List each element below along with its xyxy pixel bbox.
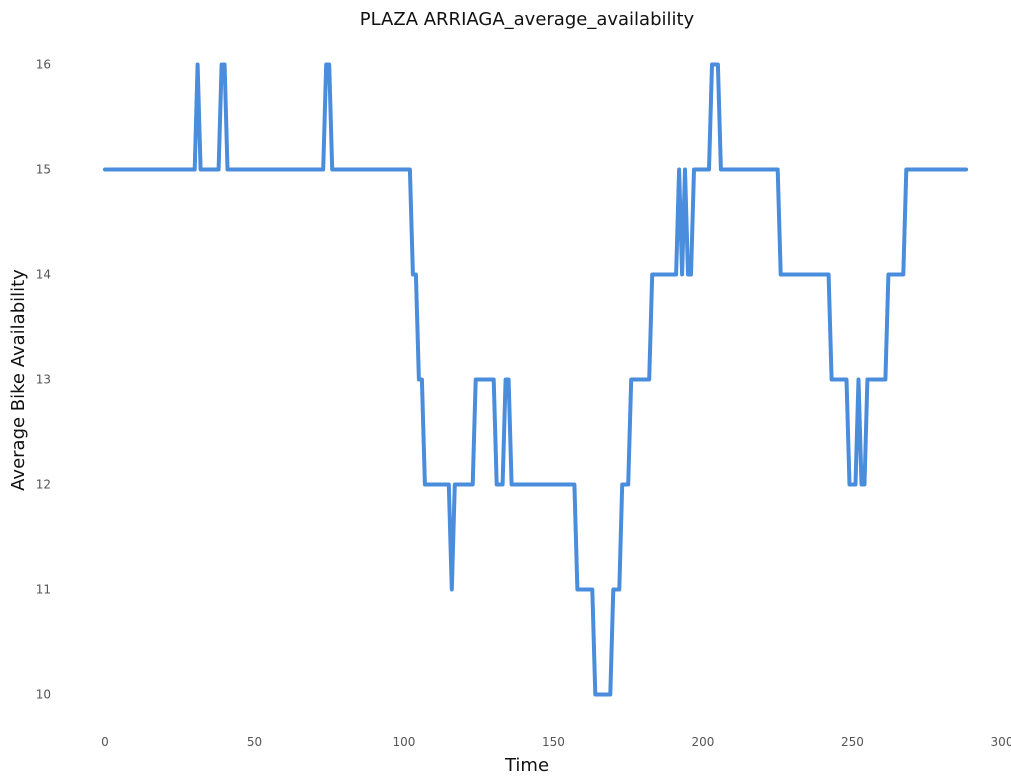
series-line xyxy=(103,62,969,697)
series-group xyxy=(103,62,969,697)
x-tick-label: 100 xyxy=(393,735,416,749)
chart-title: PLAZA ARRIAGA_average_availability xyxy=(360,9,695,30)
y-tick-label: 12 xyxy=(36,478,51,492)
x-tick-label: 250 xyxy=(841,735,864,749)
x-tick-label: 0 xyxy=(101,735,109,749)
y-tick-label: 16 xyxy=(36,58,51,72)
x-tick-label: 150 xyxy=(542,735,565,749)
y-tick-label: 15 xyxy=(36,163,51,177)
y-tick-label: 13 xyxy=(36,373,51,387)
x-tick-label: 50 xyxy=(247,735,262,749)
x-tick-label: 200 xyxy=(692,735,715,749)
y-axis-ticks: 10 11 12 13 14 15 16 xyxy=(36,58,51,702)
y-tick-label: 11 xyxy=(36,583,51,597)
y-axis-label: Average Bike Availability xyxy=(8,269,29,491)
y-tick-label: 10 xyxy=(36,688,51,702)
x-axis-label: Time xyxy=(504,755,549,776)
x-tick-label: 300 xyxy=(991,735,1011,749)
y-tick-label: 14 xyxy=(36,268,51,282)
x-axis-ticks: 0 50 100 150 200 250 300 xyxy=(101,735,1011,749)
